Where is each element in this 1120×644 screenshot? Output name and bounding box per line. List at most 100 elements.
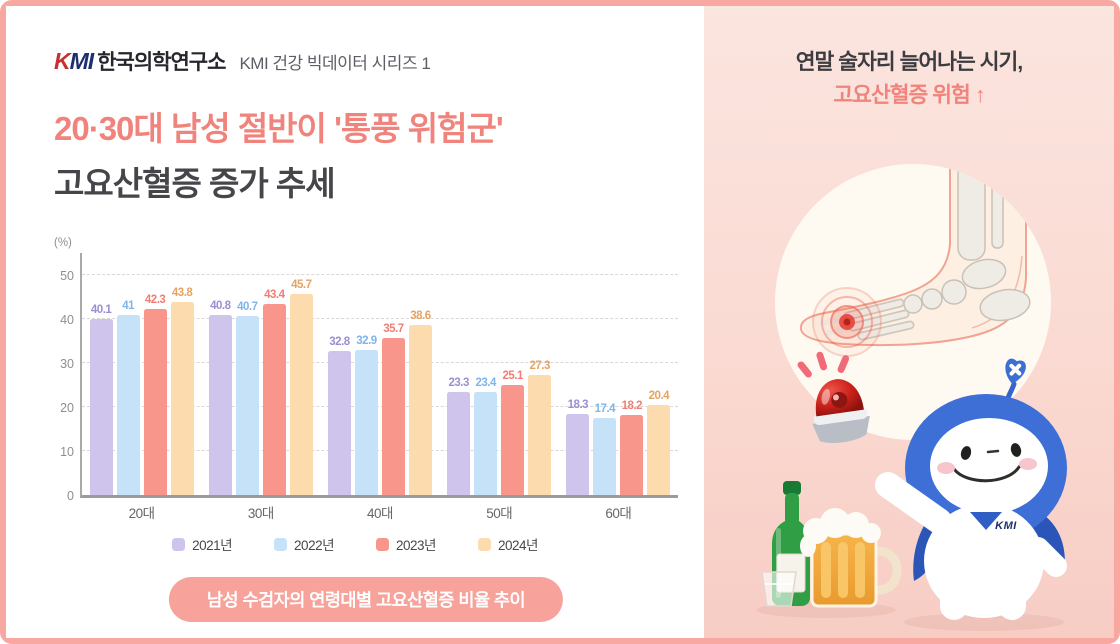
bar-value-label: 40.7 xyxy=(237,300,258,313)
bar-value-label: 35.7 xyxy=(383,322,404,335)
legend-label: 2021년 xyxy=(192,538,233,553)
chart-plot-area: 0 10 20 30 40 50 40.1 41 42.3 43.8 20대 40.8 40.7 43.4… xyxy=(60,253,678,521)
bar-value-label: 25.1 xyxy=(502,369,523,382)
bar-value-label: 43.4 xyxy=(264,289,285,302)
foot-xray-illustration xyxy=(775,164,1051,440)
y-axis-tick-label: 0 xyxy=(67,489,74,503)
illustration: KMI xyxy=(756,164,1067,631)
bar-value-label: 32.8 xyxy=(329,335,350,348)
gridline xyxy=(82,318,678,319)
bar-group-20대: 40.1 41 42.3 43.8 20대 xyxy=(89,253,195,521)
bar-value-label: 18.3 xyxy=(567,399,589,412)
bar: 43.4 xyxy=(262,289,286,495)
bar: 38.6 xyxy=(408,310,432,495)
legend-item: 2023년 xyxy=(376,534,436,554)
kmi-logo: KMI 한국의학연구소 xyxy=(54,48,226,74)
bar-value-label: 45.7 xyxy=(291,278,312,291)
mascot-face xyxy=(933,443,1040,483)
bar: 43.8 xyxy=(170,287,194,495)
bar-value-label: 23.3 xyxy=(448,377,469,390)
chart-legend: 2021년 2022년 2023년 2024년 xyxy=(6,534,704,554)
bar-value-label: 32.9 xyxy=(356,335,377,348)
bar: 20.4 xyxy=(647,390,671,495)
right-heading-line1: 연말 술자리 늘어나는 시기, xyxy=(795,50,1023,74)
bar: 40.7 xyxy=(235,301,259,495)
legend-swatch xyxy=(274,537,288,551)
chart-caption-pill: 남성 수검자의 연령대별 고요산혈증 비율 추이 xyxy=(168,577,564,622)
legend-swatch xyxy=(376,537,389,551)
bar: 45.7 xyxy=(289,279,313,495)
infographic-right-panel: 연말 술자리 늘어나는 시기, 고요산혈증 위험 ↑ xyxy=(704,6,1114,638)
arrow-up-icon: ↑ xyxy=(974,83,986,107)
y-axis-tick-label: 40 xyxy=(60,313,74,327)
bar: 27.3 xyxy=(528,360,552,495)
x-axis-category-label: 50대 xyxy=(486,506,513,521)
bar-value-label: 38.6 xyxy=(410,310,431,323)
legend-swatch xyxy=(477,537,491,551)
bar-value-label: 18.2 xyxy=(621,399,643,412)
y-axis-tick-label: 30 xyxy=(60,357,74,371)
bar: 42.3 xyxy=(143,294,167,495)
bar-chart: (%) 0 10 20 30 40 50 40.1 41 42.3 43.8 20대 40.8 40.7… xyxy=(48,233,688,533)
gridline xyxy=(82,450,678,451)
bar-value-label: 42.3 xyxy=(144,293,166,306)
bar-value-label: 41 xyxy=(122,299,134,312)
legend-item: 2021년 xyxy=(172,534,233,554)
bar-value-label: 23.4 xyxy=(475,377,496,390)
kmi-logo-k: K xyxy=(54,48,71,74)
bar: 40.8 xyxy=(208,300,232,495)
bar: 18.3 xyxy=(566,399,590,495)
soju-glass-illustration xyxy=(761,571,797,607)
y-axis-tick-label: 50 xyxy=(60,269,74,283)
bar: 32.8 xyxy=(327,336,351,495)
x-axis-category-label: 40대 xyxy=(367,506,393,521)
bar-group-40대: 32.8 32.9 35.7 38.6 40대 xyxy=(327,253,433,521)
bar: 41 xyxy=(116,300,140,495)
legend-label: 2024년 xyxy=(497,538,538,553)
bar: 35.7 xyxy=(381,323,405,495)
bar-group-50대: 23.3 23.4 25.1 27.3 50대 xyxy=(446,253,552,521)
bar: 25.1 xyxy=(501,370,525,495)
page-title-line2: 고요산혈증 증가 추세 xyxy=(54,165,336,202)
bar: 23.3 xyxy=(447,377,471,495)
gridline xyxy=(82,362,678,363)
gridline xyxy=(82,406,678,407)
bar: 23.4 xyxy=(474,377,498,495)
bar: 17.4 xyxy=(593,403,617,495)
siren-icon xyxy=(797,351,870,443)
bar: 18.2 xyxy=(620,400,644,495)
legend-item: 2022년 xyxy=(274,534,334,554)
bar-value-label: 40.1 xyxy=(90,303,112,316)
infographic-left-panel: KMI 한국의학연구소 KMI 건강 빅데이터 시리즈 1 20·30대 남성 절… xyxy=(6,6,704,638)
mascot-kmi-badge: KMI xyxy=(995,520,1017,532)
bar-group-60대: 18.3 17.4 18.2 20.4 60대 xyxy=(565,253,671,521)
right-panel-heading: 연말 술자리 늘어나는 시기, 고요산혈증 위험 ↑ xyxy=(704,46,1114,112)
bar-group-30대: 40.8 40.7 43.4 45.7 30대 xyxy=(208,253,314,521)
x-axis-category-label: 20대 xyxy=(128,506,155,521)
legend-label: 2023년 xyxy=(396,538,436,553)
bar-value-label: 20.4 xyxy=(648,390,670,403)
x-axis-category-label: 30대 xyxy=(247,506,274,521)
bar: 32.9 xyxy=(354,335,378,495)
kmi-logo-korean: 한국의학연구소 xyxy=(97,51,226,74)
bar-value-label: 27.3 xyxy=(529,359,550,372)
bar-value-label: 17.4 xyxy=(594,403,616,416)
bar: 40.1 xyxy=(89,304,113,495)
bar-value-label: 40.8 xyxy=(210,300,231,313)
y-axis-unit-label: (%) xyxy=(54,237,72,249)
y-axis-tick-label: 20 xyxy=(60,401,74,415)
bar-value-label: 43.8 xyxy=(171,287,193,300)
x-axis-category-label: 60대 xyxy=(605,506,632,521)
legend-swatch xyxy=(172,537,186,551)
legend-item: 2024년 xyxy=(477,534,538,554)
y-axis-tick-label: 10 xyxy=(60,445,74,459)
pain-point-icon xyxy=(812,287,882,357)
gridline xyxy=(82,274,678,275)
beer-mug-illustration xyxy=(800,508,902,608)
series-label: KMI 건강 빅데이터 시리즈 1 xyxy=(239,54,431,73)
header: KMI 한국의학연구소 KMI 건강 빅데이터 시리즈 1 xyxy=(54,46,431,76)
mascot-shadow xyxy=(904,613,1064,631)
page-title-line1: 20·30대 남성 절반이 '통풍 위험군' xyxy=(54,110,504,147)
legend-label: 2022년 xyxy=(294,538,334,553)
mascot-illustration: KMI xyxy=(875,358,1067,620)
